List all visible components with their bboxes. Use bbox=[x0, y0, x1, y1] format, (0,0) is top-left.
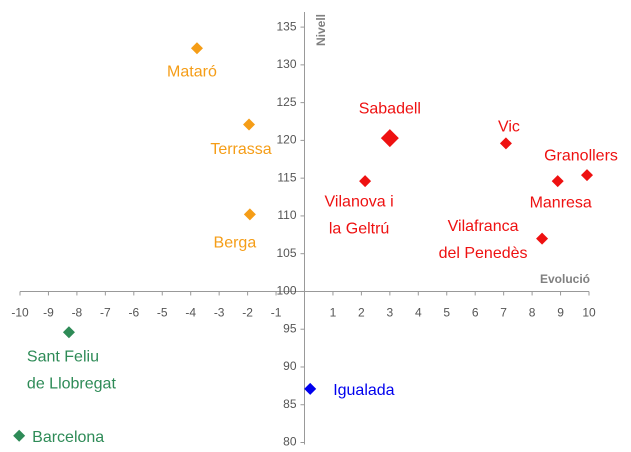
point-label: la Geltrú bbox=[329, 220, 389, 237]
y-tick-label: 90 bbox=[283, 359, 297, 373]
x-tick-label: 2 bbox=[358, 306, 365, 320]
point-label: Sant Feliu bbox=[27, 348, 99, 365]
point-label: de Llobregat bbox=[27, 375, 117, 392]
point bbox=[190, 42, 203, 55]
y-tick-label: 120 bbox=[276, 133, 296, 147]
point-label: Sabadell bbox=[359, 100, 421, 117]
point bbox=[243, 208, 256, 221]
point bbox=[304, 382, 317, 395]
point-label: Mataró bbox=[167, 63, 217, 80]
point bbox=[243, 118, 256, 131]
point-label: Granollers bbox=[544, 147, 618, 164]
point bbox=[499, 137, 512, 150]
x-tick-label: 10 bbox=[582, 306, 596, 320]
y-tick-label: 95 bbox=[283, 321, 297, 335]
y-tick-label: 85 bbox=[283, 397, 297, 411]
y-tick-label: 125 bbox=[276, 95, 296, 109]
x-tick-label: 7 bbox=[500, 306, 507, 320]
point bbox=[359, 175, 372, 188]
point bbox=[581, 169, 594, 182]
x-tick-label: -10 bbox=[11, 306, 29, 320]
point-label: Vilafranca bbox=[448, 218, 519, 235]
point bbox=[551, 175, 564, 188]
y-axis-label: Nivell bbox=[314, 14, 328, 46]
point-label: Terrassa bbox=[210, 141, 271, 158]
point-label: Vic bbox=[498, 119, 520, 136]
x-tick-label: -8 bbox=[72, 306, 83, 320]
x-tick-label: 8 bbox=[529, 306, 536, 320]
y-tick-label: 130 bbox=[276, 57, 296, 71]
x-tick-label: 9 bbox=[557, 306, 564, 320]
x-tick-label: -5 bbox=[157, 306, 168, 320]
point-label: Barcelona bbox=[32, 429, 104, 446]
point-label: Manresa bbox=[530, 194, 592, 211]
x-tick-label: -4 bbox=[185, 306, 196, 320]
y-tick-label: 110 bbox=[277, 208, 296, 222]
point bbox=[62, 326, 75, 339]
x-tick-label: -3 bbox=[214, 306, 225, 320]
point bbox=[13, 429, 26, 442]
y-tick-label: 115 bbox=[277, 170, 296, 184]
x-tick-label: 1 bbox=[330, 306, 337, 320]
x-axis-label: Evolució bbox=[540, 272, 590, 286]
y-tick-label: 80 bbox=[283, 435, 297, 449]
point bbox=[536, 232, 549, 245]
y-tick-label: 135 bbox=[276, 19, 296, 33]
point-label: Berga bbox=[214, 235, 257, 252]
x-tick-label: 4 bbox=[415, 306, 422, 320]
point-label: Vilanova i bbox=[325, 193, 394, 210]
y-tick-label: 100 bbox=[276, 284, 296, 298]
x-tick-label: -2 bbox=[242, 306, 253, 320]
x-tick-label: 3 bbox=[387, 306, 394, 320]
x-tick-label: -7 bbox=[100, 306, 111, 320]
point bbox=[380, 129, 399, 148]
x-tick-label: 6 bbox=[472, 306, 479, 320]
point-label: del Penedès bbox=[439, 245, 528, 262]
x-tick-label: -9 bbox=[43, 306, 54, 320]
y-tick-label: 105 bbox=[276, 246, 296, 260]
x-tick-label: -6 bbox=[128, 306, 139, 320]
point-label: Igualada bbox=[333, 382, 394, 399]
x-tick-label: -1 bbox=[271, 306, 282, 320]
x-tick-label: 5 bbox=[443, 306, 450, 320]
